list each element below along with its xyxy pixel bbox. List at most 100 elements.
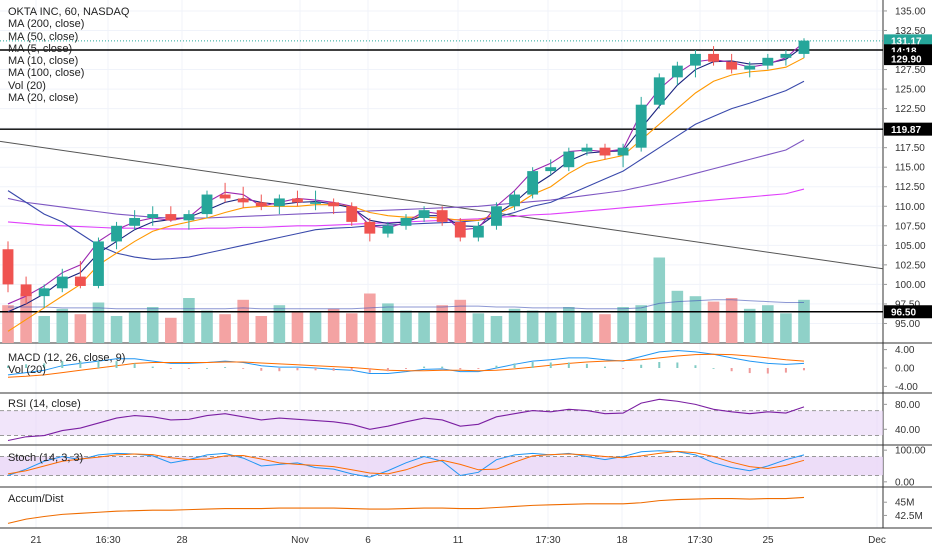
time-tick-label: 17:30 (687, 535, 712, 546)
indicator-label[interactable]: MA (100, close) (8, 67, 85, 80)
macd-histogram-bar (640, 364, 643, 368)
pane-tick-label: 0.00 (895, 477, 915, 488)
rsi-line (7, 398, 805, 442)
candle-body (129, 217, 141, 226)
candle-body (346, 206, 358, 222)
candles (2, 38, 810, 308)
price-tick-label: 110.00 (895, 202, 925, 213)
price-tick-label: 117.50 (895, 143, 925, 154)
macd-histogram-bar (61, 361, 64, 368)
candle-body (273, 198, 285, 207)
price-tick-label: 125.00 (895, 85, 926, 96)
candle-body (762, 57, 774, 66)
time-tick-label: Dec (868, 535, 886, 546)
time-tick-label: 11 (453, 535, 464, 546)
rsi-title[interactable]: RSI (14, close) (8, 398, 81, 410)
macd-vol-label[interactable]: Vol (20) (8, 364, 46, 376)
accum-title[interactable]: Accum/Dist (8, 493, 64, 505)
macd-histogram-bar (206, 368, 208, 369)
volume-bar (255, 316, 268, 343)
candle-body (726, 61, 738, 70)
macd-histogram-bar (133, 363, 136, 368)
indicator-label[interactable]: MA (50, close) (8, 30, 79, 43)
macd-histogram-bar (405, 368, 407, 369)
volume-bar (635, 305, 647, 343)
volume-bar (146, 307, 159, 343)
volume-bar (436, 305, 448, 343)
trend-line (0, 140, 884, 270)
indicator-panes (0, 350, 883, 524)
volume-bar (345, 313, 358, 343)
candle-body (400, 217, 412, 226)
stoch-d-line (7, 450, 805, 475)
indicator-label[interactable]: MA (10, close) (8, 55, 79, 68)
macd-histogram-bar (604, 366, 606, 368)
candle-body (798, 40, 810, 54)
candle-body (491, 206, 502, 226)
indicator-label[interactable]: MA (20, close) (8, 92, 79, 105)
price-tick-label: 97.50 (895, 299, 920, 310)
macd-histogram-bar (477, 368, 480, 369)
indicator-label[interactable]: MA (5, close) (8, 42, 73, 55)
price-badge-label: 119.87 (891, 125, 921, 136)
indicator-label[interactable]: MA (200, close) (8, 18, 85, 31)
candle-body (436, 210, 448, 222)
candle-body (708, 53, 719, 62)
macd-histogram-bar (622, 368, 625, 369)
candle-body (418, 210, 430, 218)
volume-bar (743, 308, 756, 343)
candle-body (690, 53, 701, 66)
price-badge (884, 34, 932, 48)
price-badge-label: 14:18 (891, 47, 917, 58)
macd-histogram-bar (169, 368, 172, 369)
rsi-band (0, 410, 883, 436)
macd-histogram-bar (97, 361, 100, 368)
candle-body (599, 147, 611, 156)
time-tick-label: 18 (616, 535, 628, 546)
macd-histogram-bar (115, 361, 118, 368)
candle-body (255, 202, 267, 207)
signal-line (7, 353, 805, 378)
macd-histogram-bar (278, 368, 281, 372)
grid (0, 0, 932, 529)
macd-histogram-bar (495, 365, 498, 368)
macd-histogram-bar (350, 368, 353, 371)
macd-histogram-bar (25, 364, 28, 368)
volume-bar (219, 314, 231, 343)
time-tick-label: Nov (291, 535, 309, 546)
price-tick-label: 122.50 (895, 104, 926, 115)
pane-tick-label: 80.00 (895, 400, 920, 411)
volume-bar (165, 317, 177, 343)
candle-body (201, 194, 213, 215)
candle-body (111, 225, 122, 242)
candle-body (237, 198, 249, 203)
candle-body (183, 214, 195, 221)
candle-body (310, 202, 321, 204)
candle-body (20, 284, 32, 297)
macd-histogram-bar (766, 368, 769, 374)
time-tick-label: 17:30 (535, 535, 560, 546)
horizontal-levels (0, 40, 884, 313)
volume-bar (689, 296, 702, 343)
price-tick-label: 102.50 (895, 260, 926, 271)
macd-histogram-bar (368, 368, 371, 373)
macd-title[interactable]: MACD (12, 26, close, 9) (8, 352, 126, 364)
volume-bar (472, 313, 485, 343)
price-tick-label: 132.50 (895, 26, 926, 37)
candle-body (454, 221, 466, 238)
pane-tick-label: 42.5M (895, 511, 923, 522)
stoch-title[interactable]: Stoch (14, 3, 3) (8, 452, 84, 464)
volume-bar (454, 299, 467, 343)
volume-bar (291, 311, 304, 343)
macd-line (7, 350, 805, 376)
volume-bar (273, 305, 286, 343)
indicator-label[interactable]: Vol (20) (8, 79, 46, 92)
candle-body (292, 198, 303, 203)
macd-histogram-bar (79, 361, 82, 368)
pane-tick-label: 100.00 (895, 446, 926, 457)
volume-bar (508, 308, 521, 343)
volume-bar (544, 312, 557, 343)
volume-bar (20, 293, 32, 343)
